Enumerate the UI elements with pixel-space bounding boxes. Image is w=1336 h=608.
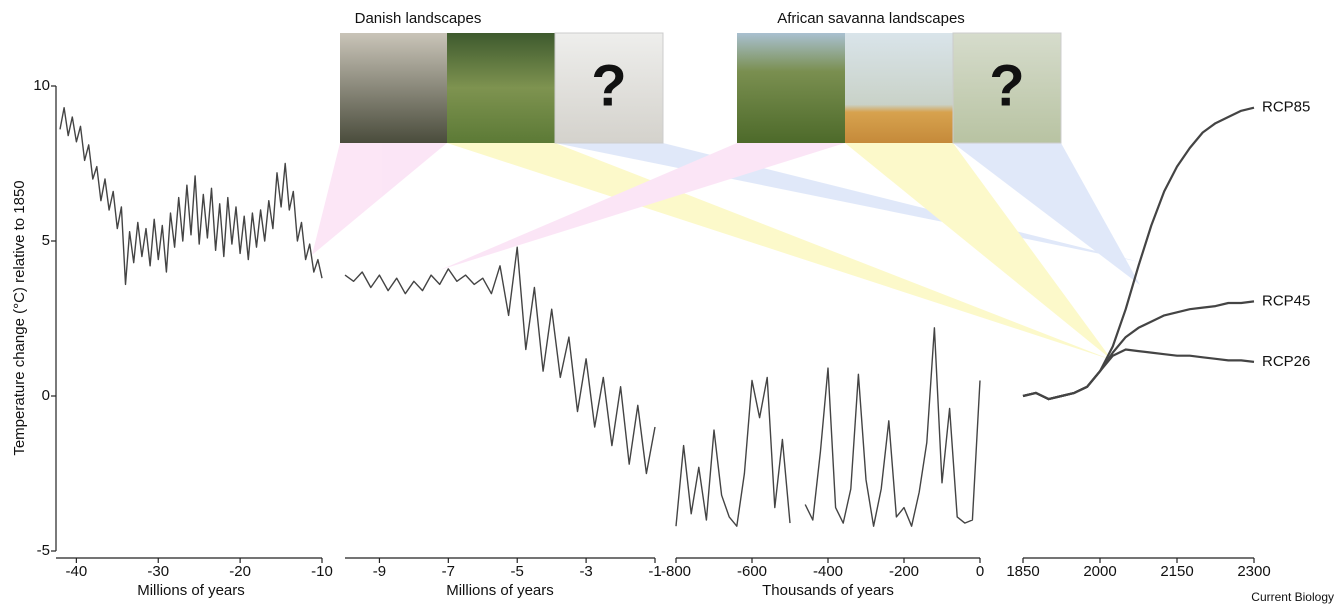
series-label: RCP45 bbox=[1262, 292, 1310, 309]
connector-blue bbox=[953, 143, 1140, 285]
x-axis-label: Millions of years bbox=[446, 582, 554, 599]
connector-yellow bbox=[845, 143, 1112, 360]
unknown-mark: ? bbox=[591, 53, 626, 118]
x-tick-label: 2000 bbox=[1083, 563, 1116, 580]
x-tick-label: -5 bbox=[511, 563, 524, 580]
unknown-mark: ? bbox=[989, 53, 1024, 118]
connector-yellow bbox=[447, 143, 1112, 360]
photos: ? ? bbox=[340, 32, 1062, 144]
y-tick-label: 5 bbox=[42, 232, 50, 249]
x-tick-label: -800 bbox=[661, 563, 691, 580]
panel-title: African savanna landscapes bbox=[777, 10, 965, 27]
y-axis-label: Temperature change (°C) relative to 1850 bbox=[11, 180, 28, 455]
photo bbox=[952, 32, 1062, 144]
photo bbox=[845, 33, 953, 143]
series-label: RCP26 bbox=[1262, 353, 1310, 370]
line bbox=[344, 246, 656, 475]
connectors bbox=[312, 143, 1140, 360]
x-tick-label: -30 bbox=[147, 563, 169, 580]
x-tick-label: -200 bbox=[889, 563, 919, 580]
connector-pink bbox=[440, 143, 845, 270]
photo bbox=[554, 32, 664, 144]
x-tick-label: -20 bbox=[229, 563, 251, 580]
photo bbox=[737, 33, 845, 143]
x-axis-label: Thousands of years bbox=[762, 582, 894, 599]
panel-title: Danish landscapes bbox=[355, 10, 482, 27]
x-tick-label: 1850 bbox=[1006, 563, 1039, 580]
x-tick-label: 0 bbox=[976, 563, 984, 580]
photo bbox=[340, 33, 447, 143]
line bbox=[59, 107, 323, 286]
x-tick-label: -1 bbox=[648, 563, 661, 580]
line bbox=[1022, 348, 1255, 401]
x-tick-label: -40 bbox=[66, 563, 88, 580]
credit: Current Biology bbox=[1251, 590, 1334, 604]
y-tick-label: 10 bbox=[33, 77, 50, 94]
x-tick-label: -10 bbox=[311, 563, 333, 580]
x-tick-label: 2300 bbox=[1237, 563, 1270, 580]
x-tick-label: -7 bbox=[442, 563, 455, 580]
connector-pink bbox=[312, 143, 447, 255]
y-tick-label: 0 bbox=[42, 387, 50, 404]
photo bbox=[447, 33, 555, 143]
x-axis-label: Millions of years bbox=[137, 582, 245, 599]
connector-blue bbox=[555, 143, 1140, 262]
x-tick-label: -9 bbox=[373, 563, 386, 580]
x-tick-label: 2150 bbox=[1160, 563, 1193, 580]
y-tick-label: -5 bbox=[37, 542, 50, 559]
x-tick-label: -600 bbox=[737, 563, 767, 580]
x-tick-label: -3 bbox=[579, 563, 592, 580]
series-label: RCP85 bbox=[1262, 99, 1310, 116]
x-tick-label: -400 bbox=[813, 563, 843, 580]
line bbox=[675, 327, 981, 527]
